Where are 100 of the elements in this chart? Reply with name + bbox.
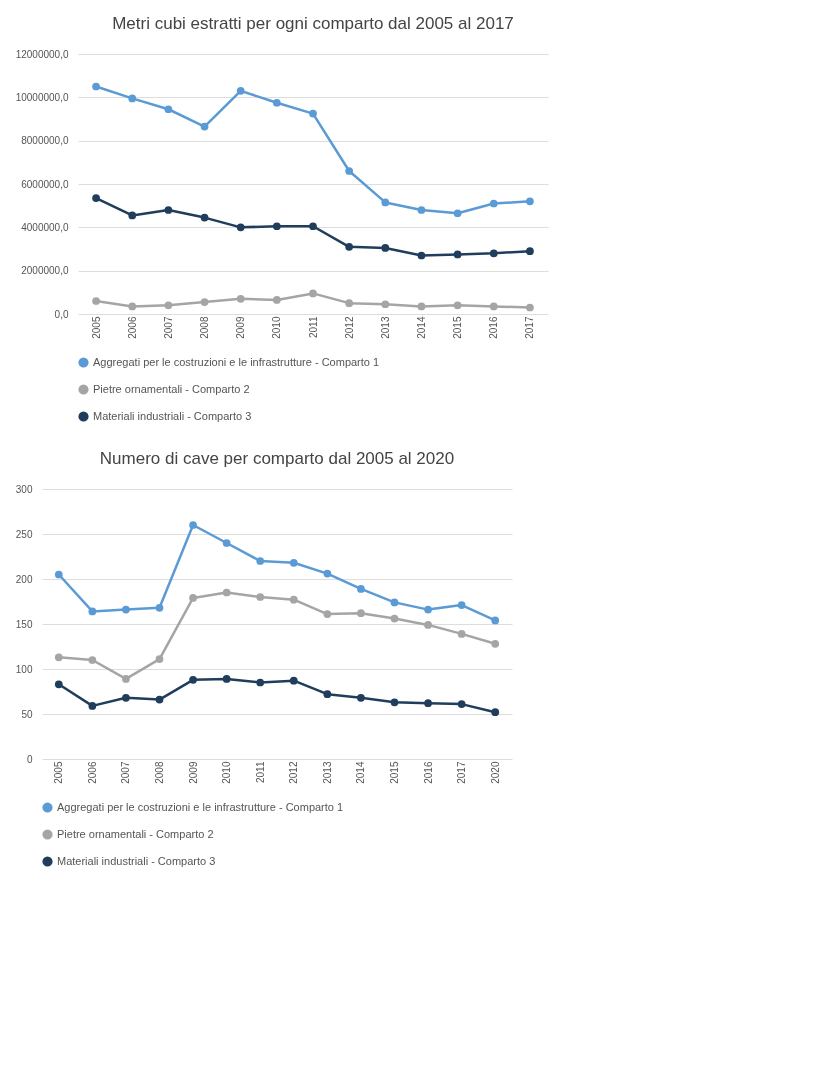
point xyxy=(155,655,164,663)
point xyxy=(128,302,137,311)
y-tick-label: 200 xyxy=(15,573,33,585)
point xyxy=(128,211,137,220)
point xyxy=(54,653,63,662)
point xyxy=(155,603,164,612)
x-tick-label: 2015 xyxy=(452,316,464,339)
x-tick-label: 2005 xyxy=(90,316,102,339)
point xyxy=(526,247,534,256)
y-tick-label: 0 xyxy=(26,753,33,765)
point xyxy=(155,695,164,704)
point xyxy=(457,700,466,708)
point xyxy=(164,105,173,114)
chart-title: Metri cubi estratti per ogni comparto dal 2005 al 2017 xyxy=(112,14,514,33)
point xyxy=(256,678,265,687)
y-tick-label: 4000000,0 xyxy=(21,221,69,233)
point xyxy=(417,251,426,260)
point xyxy=(491,639,500,648)
x-tick-label: 2017 xyxy=(456,761,468,784)
point xyxy=(272,222,281,231)
point xyxy=(92,297,100,305)
point xyxy=(323,690,332,699)
point xyxy=(88,607,97,616)
point xyxy=(309,289,317,298)
point xyxy=(236,223,245,232)
point xyxy=(381,244,390,252)
point xyxy=(222,588,231,597)
point xyxy=(390,598,399,607)
point xyxy=(189,594,197,602)
x-tick-label: 2011 xyxy=(254,761,266,784)
point xyxy=(92,194,100,202)
x-tick-label: 2020 xyxy=(489,761,501,784)
x-tick-label: 2013 xyxy=(379,316,391,339)
point xyxy=(390,614,399,623)
point xyxy=(289,676,298,685)
point xyxy=(164,301,173,310)
point xyxy=(236,294,245,303)
point xyxy=(381,198,390,207)
point xyxy=(236,86,245,95)
point xyxy=(289,558,298,567)
legend-label: Materiali industriali - Comparto 3 xyxy=(93,409,252,422)
point xyxy=(424,605,432,614)
y-tick-label: 150 xyxy=(15,618,33,630)
x-tick-label: 2017 xyxy=(524,316,536,339)
chart-title: Numero di cave per comparto dal 2005 al 2020 xyxy=(99,449,455,468)
point xyxy=(164,206,173,214)
x-tick-label: 2008 xyxy=(154,761,165,784)
x-tick-label: 2012 xyxy=(288,761,300,784)
point xyxy=(453,301,462,310)
point xyxy=(453,209,462,218)
y-tick-label: 10000000,0 xyxy=(15,91,69,103)
point xyxy=(289,595,298,604)
x-tick-label: 2006 xyxy=(126,316,138,339)
point xyxy=(200,298,209,306)
point xyxy=(489,249,498,258)
x-tick-label: 2008 xyxy=(199,316,211,339)
x-tick-label: 2009 xyxy=(187,761,199,784)
x-tick-label: 2011 xyxy=(307,316,319,339)
x-tick-label: 2006 xyxy=(86,761,98,784)
point xyxy=(88,656,97,664)
point xyxy=(200,213,209,222)
y-tick-label: 8000000,0 xyxy=(21,135,69,147)
legend-label: Aggregati per le costruzioni e le infrastrutture - Comparto 1 xyxy=(93,355,380,368)
point xyxy=(323,610,332,618)
y-tick-label: 6000000,0 xyxy=(21,178,69,190)
point xyxy=(417,206,426,214)
x-tick-label: 2014 xyxy=(415,316,427,339)
point xyxy=(345,242,354,251)
point xyxy=(489,199,498,208)
point xyxy=(453,250,462,259)
point xyxy=(457,601,466,609)
y-tick-label: 12000000,0 xyxy=(15,48,69,60)
point xyxy=(272,296,281,304)
x-tick-label: 2013 xyxy=(321,761,333,784)
y-tick-label: 50 xyxy=(21,708,33,720)
point xyxy=(122,605,130,614)
point xyxy=(491,616,500,625)
point xyxy=(424,699,432,708)
point xyxy=(323,569,332,578)
legend-label: Pietre ornamentali - Comparto 2 xyxy=(93,382,250,395)
y-tick-label: 250 xyxy=(15,528,33,540)
point xyxy=(272,98,281,107)
point xyxy=(189,521,197,529)
point xyxy=(424,621,432,629)
point xyxy=(256,593,265,601)
point xyxy=(526,197,534,206)
x-tick-label: 2016 xyxy=(422,761,434,784)
point xyxy=(345,299,354,308)
point xyxy=(491,708,500,717)
point xyxy=(357,609,365,618)
point xyxy=(122,675,130,683)
x-tick-label: 2014 xyxy=(355,761,367,784)
point xyxy=(92,82,100,91)
point xyxy=(54,680,63,689)
point xyxy=(189,675,197,684)
y-tick-label: 100 xyxy=(15,663,33,675)
point xyxy=(309,222,317,231)
point xyxy=(489,302,498,311)
y-tick-label: 0,0 xyxy=(54,308,69,320)
point xyxy=(457,630,466,638)
